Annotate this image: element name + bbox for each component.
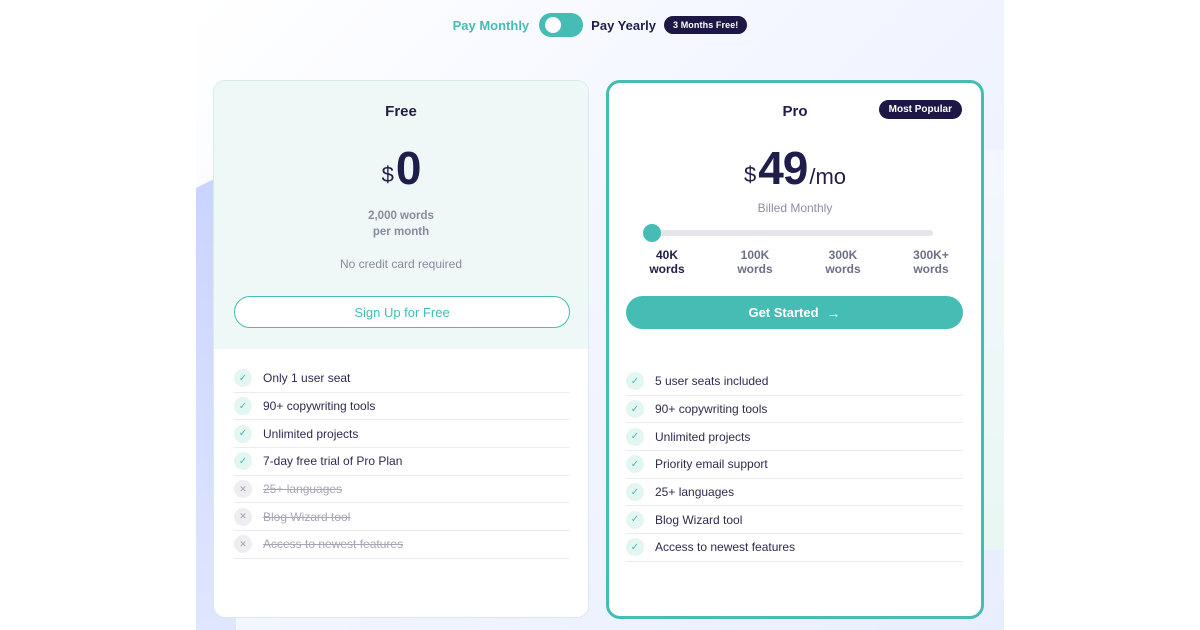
feature-item: ✓ 25+ languages: [626, 479, 963, 507]
feature-label: 25+ languages: [263, 482, 343, 497]
check-icon: ✓: [626, 483, 644, 502]
plan-name: Free: [385, 103, 417, 120]
feature-label: Unlimited projects: [655, 429, 751, 444]
feature-list: ✓ Only 1 user seat ✓ 90+ copywriting tools ✓…: [234, 365, 570, 559]
feature-label: 90+ copywriting tools: [263, 399, 376, 414]
price-currency: $: [381, 162, 394, 187]
feature-label: 5 user seats included: [655, 374, 769, 389]
feature-item: ✓ 5 user seats included: [626, 368, 963, 396]
pay-yearly-label[interactable]: Pay Yearly: [591, 17, 656, 33]
switch-knob: [545, 17, 562, 33]
check-icon: ✓: [234, 424, 252, 443]
tier-amount: 300K+: [913, 248, 949, 262]
word-tier-option[interactable]: 300K+ words: [887, 248, 975, 276]
word-allowance: 2,000 words per month: [214, 208, 588, 240]
tier-unit: words: [737, 262, 773, 276]
feature-label: Unlimited projects: [263, 426, 359, 441]
feature-item: ✓ 90+ copywriting tools: [234, 393, 570, 421]
feature-item: ✓ Only 1 user seat: [234, 365, 570, 393]
cross-icon: ✕: [234, 507, 252, 526]
billing-note: Billed Monthly: [757, 201, 833, 215]
pay-monthly-label[interactable]: Pay Monthly: [452, 17, 530, 33]
pro-plan-card: Pro Most Popular $ 49 /mo Billed Monthly…: [606, 80, 984, 619]
check-icon: ✓: [234, 452, 252, 471]
plan-price: $ 0: [214, 141, 588, 195]
feature-label: Priority email support: [655, 457, 768, 472]
feature-list: ✓ 5 user seats included ✓ 90+ copywriting t…: [626, 368, 963, 562]
tier-amount: 100K: [740, 248, 770, 262]
arrow-right-icon: →: [826, 304, 841, 321]
feature-item: ✕ Access to newest features: [234, 531, 570, 559]
check-icon: ✓: [626, 538, 644, 557]
no-credit-card-note: No credit card required: [339, 257, 463, 271]
word-tier-labels: 40K words 100K words 300K words 300K+ words: [623, 248, 975, 276]
tier-amount: 300K: [828, 248, 858, 262]
tier-unit: words: [649, 262, 685, 276]
check-icon: ✓: [626, 427, 644, 446]
price-period: /mo: [809, 164, 847, 189]
tier-unit: words: [825, 262, 861, 276]
feature-item: ✓ Unlimited projects: [234, 420, 570, 449]
promo-badge: 3 Months Free!: [664, 16, 748, 34]
feature-label: Only 1 user seat: [263, 371, 351, 386]
price-currency: $: [743, 162, 757, 187]
feature-item: ✓ Unlimited projects: [626, 423, 963, 452]
feature-item: ✕ Blog Wizard tool: [234, 503, 570, 532]
word-allowance-line1: 2,000 words: [368, 210, 434, 222]
word-tier-option[interactable]: 300K words: [799, 248, 887, 276]
free-plan-card: Free $ 0 2,000 words per month No credit…: [213, 80, 589, 618]
cross-icon: ✕: [234, 480, 252, 499]
word-tier-slider[interactable]: [643, 224, 933, 242]
cross-icon: ✕: [234, 535, 252, 554]
feature-label: Access to newest features: [655, 540, 796, 555]
feature-label: Access to newest features: [263, 537, 404, 552]
sign-up-free-button[interactable]: Sign Up for Free: [234, 296, 570, 328]
tier-unit: words: [913, 262, 949, 276]
feature-item: ✓ 7-day free trial of Pro Plan: [234, 448, 570, 476]
get-started-button[interactable]: Get Started →: [626, 296, 963, 329]
slider-thumb[interactable]: [643, 224, 661, 242]
feature-item: ✓ Access to newest features: [626, 534, 963, 562]
check-icon: ✓: [626, 400, 644, 419]
plan-price: $ 49 /mo: [609, 141, 981, 195]
billing-period-switch[interactable]: [539, 13, 584, 37]
word-tier-option[interactable]: 40K words: [623, 248, 711, 276]
get-started-label: Get Started: [748, 305, 819, 320]
feature-label: Blog Wizard tool: [263, 509, 351, 524]
check-icon: ✓: [626, 510, 644, 529]
check-icon: ✓: [234, 369, 252, 388]
feature-label: Blog Wizard tool: [655, 512, 743, 527]
price-amount: 0: [395, 142, 422, 194]
billing-toggle-row: Pay Monthly Pay Yearly 3 Months Free!: [0, 12, 1200, 38]
feature-item: ✓ Blog Wizard tool: [626, 506, 963, 535]
feature-item: ✕ 25+ languages: [234, 476, 570, 504]
feature-label: 90+ copywriting tools: [655, 402, 768, 417]
feature-label: 7-day free trial of Pro Plan: [263, 454, 403, 469]
price-amount: 49: [758, 142, 808, 194]
word-tier-option[interactable]: 100K words: [711, 248, 799, 276]
plan-name: Pro: [782, 103, 808, 120]
feature-label: 25+ languages: [655, 485, 735, 500]
check-icon: ✓: [626, 455, 644, 474]
slider-track[interactable]: [649, 230, 933, 236]
word-allowance-line2: per month: [372, 226, 430, 238]
check-icon: ✓: [234, 397, 252, 416]
feature-item: ✓ Priority email support: [626, 451, 963, 479]
check-icon: ✓: [626, 372, 644, 391]
tier-amount: 40K: [655, 248, 678, 262]
most-popular-badge: Most Popular: [878, 100, 962, 119]
background-shape-right: [984, 150, 1004, 550]
feature-item: ✓ 90+ copywriting tools: [626, 396, 963, 424]
